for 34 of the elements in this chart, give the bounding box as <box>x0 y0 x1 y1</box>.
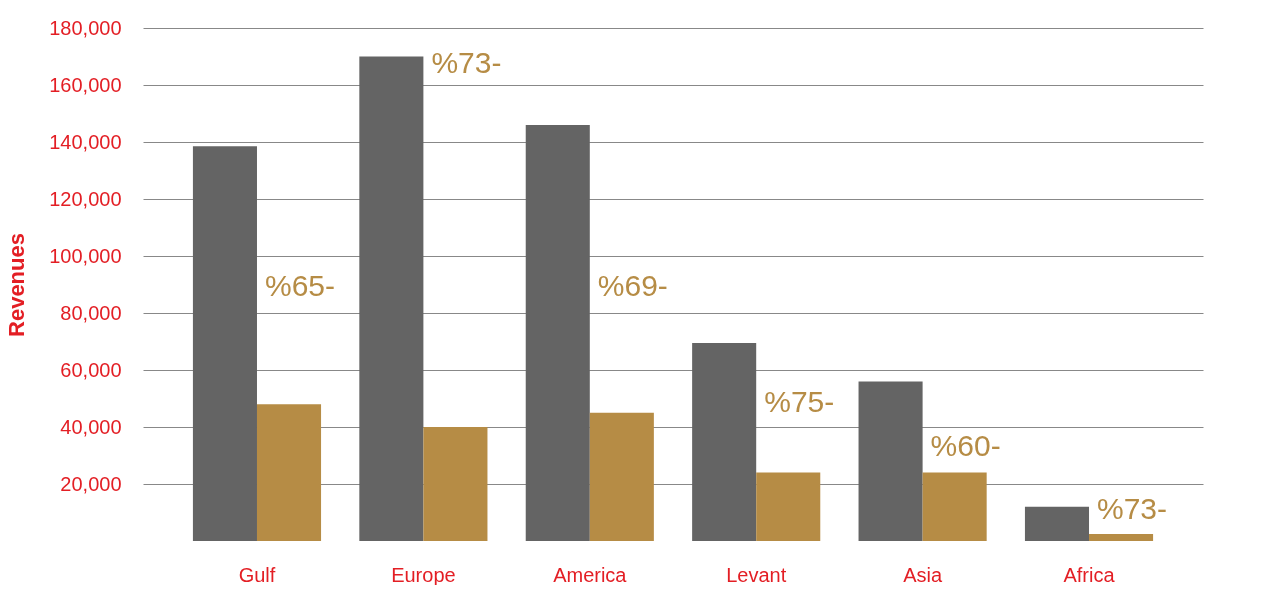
annotation: %75- <box>764 384 835 418</box>
x-tick-label: Gulf <box>238 563 276 586</box>
y-tick-label: 60,000 <box>60 358 122 381</box>
y-tick-label: 20,000 <box>60 472 122 495</box>
bar <box>692 342 757 541</box>
bar <box>858 381 923 541</box>
x-tick-label: Levant <box>726 563 787 586</box>
bar <box>1024 506 1090 541</box>
x-tick-label: Europe <box>391 563 456 586</box>
bar <box>359 56 424 541</box>
bar <box>589 412 654 541</box>
bar <box>525 124 590 541</box>
annotation: %73- <box>431 45 502 79</box>
bar <box>256 404 322 541</box>
y-tick-label: 140,000 <box>49 130 122 153</box>
y-tick-label: 180,000 <box>49 16 122 39</box>
bar <box>1089 533 1154 541</box>
bar <box>192 146 257 541</box>
y-axis-title: Revenues <box>4 233 30 337</box>
y-tick-label: 80,000 <box>60 301 122 324</box>
bar <box>423 427 488 541</box>
annotation: %65- <box>264 269 336 303</box>
annotation: %73- <box>1097 491 1168 525</box>
y-tick-label: 160,000 <box>49 73 122 96</box>
bar <box>922 472 987 541</box>
annotation: %60- <box>930 428 1001 462</box>
x-tick-label: Africa <box>1063 563 1116 586</box>
y-tick-label: 40,000 <box>60 415 122 438</box>
y-tick-label: 100,000 <box>49 244 122 267</box>
y-tick-label: 120,000 <box>49 187 122 210</box>
x-tick-label: Asia <box>903 563 943 586</box>
annotation: %69- <box>597 269 668 303</box>
x-tick-label: America <box>553 563 628 586</box>
bar <box>756 472 821 541</box>
